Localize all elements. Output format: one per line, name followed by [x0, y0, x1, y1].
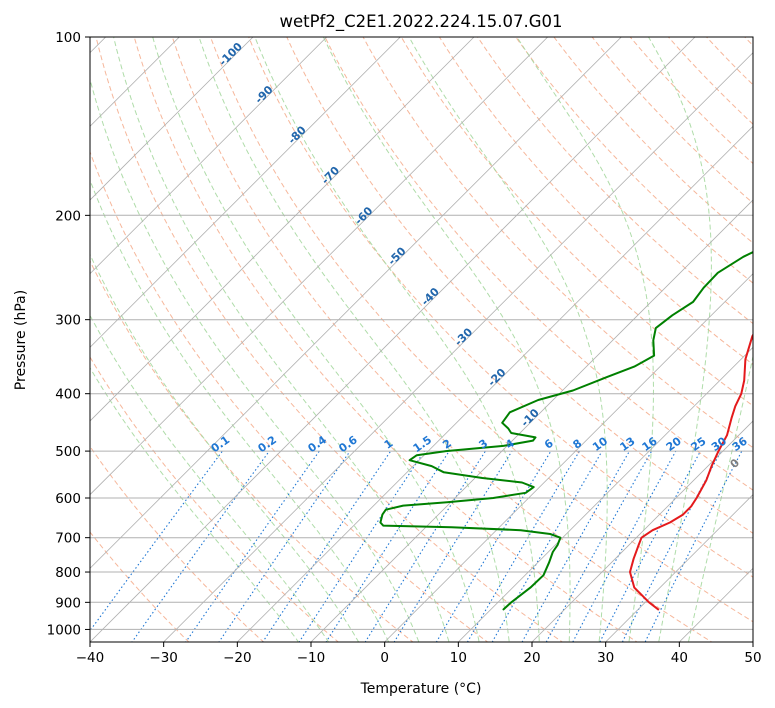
mixing-ratio-line [218, 450, 351, 642]
moist-adiabat-line [322, 37, 571, 642]
moist-adiabat-line [152, 37, 480, 642]
x-tick-label: 0 [380, 650, 389, 666]
x-axis-label: Temperature (°C) [360, 681, 482, 697]
mixing-ratio-line [572, 450, 677, 642]
isotherm-line [531, 420, 753, 642]
moist-adiabat-line [90, 253, 360, 642]
x-tick-label: −40 [76, 650, 105, 666]
x-tick-label: 20 [523, 650, 540, 666]
y-tick-label: 300 [55, 313, 81, 329]
isotherm-line [90, 37, 622, 569]
dry-adiabat-line [90, 259, 414, 642]
mixing-ratio-line [298, 450, 425, 642]
isotherm-line [90, 37, 328, 275]
isotherm-line [90, 37, 401, 348]
mixing-ratio-line [466, 450, 580, 642]
mixing-ratio-line [393, 450, 513, 642]
isotherm-line [605, 494, 753, 642]
moist-adiabat-line [516, 37, 654, 642]
dewpoint-profile-line [379, 250, 753, 611]
mixing-ratio-line [599, 450, 701, 642]
isotherm-line [310, 199, 753, 642]
isotherm-line [384, 273, 753, 642]
y-axis-ticks: 100 200 300 400 500 600 700 800 900 1000 [47, 30, 90, 638]
mixing-ratio-line [262, 450, 392, 642]
dry-adiabat-line [324, 37, 753, 491]
y-tick-label: 900 [55, 595, 81, 611]
sounding-profiles [379, 250, 753, 611]
x-tick-label: 10 [450, 650, 467, 666]
moist-adiabat-line [113, 37, 450, 642]
y-tick-label: 400 [55, 387, 81, 403]
x-tick-label: 50 [744, 650, 761, 666]
isotherm-line [90, 37, 475, 422]
moist-adiabat-line [408, 37, 608, 642]
x-tick-label: −10 [297, 650, 326, 666]
dry-adiabat-line [171, 37, 713, 642]
moist-adiabat-line [687, 354, 753, 642]
mixing-ratio-line [435, 450, 552, 642]
dry-adiabat-line [90, 356, 340, 642]
dry-adiabat-line [248, 37, 753, 578]
dry-adiabat-line [90, 531, 190, 642]
temperature-profile-line [629, 333, 753, 611]
x-axis-ticks: −40 −30 −20 −10 0 10 20 30 40 50 [76, 642, 762, 666]
isotherm-line [236, 125, 753, 642]
mixing-ratio-line [185, 450, 320, 642]
x-tick-label: 40 [671, 650, 688, 666]
isotherm-line [457, 346, 753, 642]
dry-adiabat-line [209, 37, 753, 623]
moist-adiabat-line [90, 314, 330, 642]
moist-adiabat-line [198, 37, 510, 642]
background-lines [90, 37, 753, 642]
mixing-ratio-line [325, 450, 450, 642]
pressure-grid [90, 37, 753, 642]
dry-adiabat-line [400, 37, 753, 407]
y-tick-label: 600 [55, 491, 81, 507]
y-axis-label: Pressure (hPa) [13, 290, 29, 390]
moist-adiabat-line [648, 37, 712, 642]
isotherm-line [90, 37, 254, 201]
x-tick-label: −20 [223, 650, 252, 666]
dry-adiabat-line [515, 37, 753, 284]
dry-adiabat-line [133, 37, 638, 642]
dry-adiabat-line [90, 150, 489, 642]
moist-adiabat-line [90, 178, 390, 642]
mixing-ratio-line [491, 450, 603, 642]
y-tick-label: 200 [55, 208, 81, 224]
y-tick-label: 1000 [47, 622, 81, 638]
chart-title: wetPf2_C2E1.2022.224.15.07.G01 [279, 12, 562, 32]
x-tick-label: −30 [149, 650, 178, 666]
moist-adiabat-line [254, 37, 540, 642]
plot-frame [89, 36, 754, 643]
isotherm-line [163, 52, 753, 642]
isotherm-line [90, 37, 696, 642]
isotherm-line [90, 37, 549, 496]
y-tick-label: 700 [55, 531, 81, 547]
y-tick-label: 800 [55, 565, 81, 581]
y-tick-label: 100 [55, 30, 81, 46]
y-tick-label: 500 [55, 444, 81, 460]
mixing-ratio-line [90, 450, 223, 632]
x-tick-label: 30 [597, 650, 614, 666]
dry-adiabat-line [95, 37, 564, 642]
